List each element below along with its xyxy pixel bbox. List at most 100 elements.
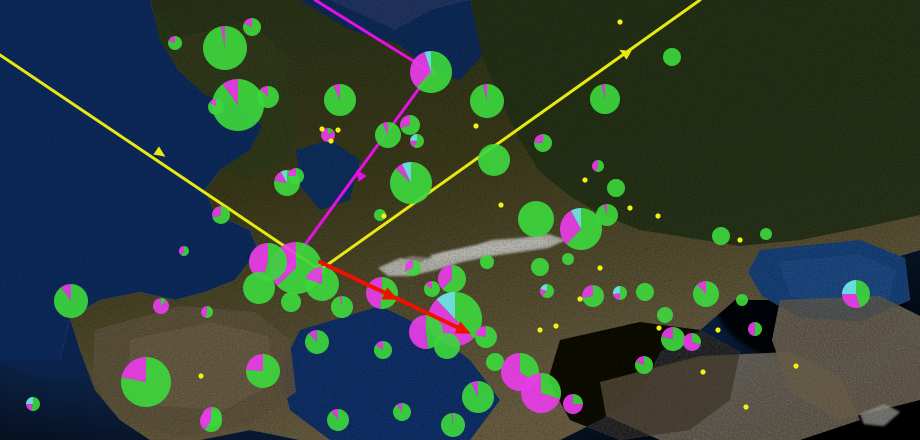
point-marker[interactable] — [381, 213, 387, 219]
point-marker[interactable] — [737, 237, 743, 243]
pie-marker[interactable] — [520, 373, 561, 413]
pie-marker[interactable] — [323, 84, 356, 116]
point-marker[interactable] — [793, 363, 799, 369]
pie-marker[interactable] — [592, 160, 604, 173]
pie-slice — [249, 243, 268, 281]
pie-marker[interactable] — [178, 246, 189, 256]
pie-marker[interactable] — [410, 134, 424, 148]
pie-marker[interactable] — [518, 201, 554, 237]
pie-marker[interactable] — [249, 243, 287, 281]
pie-marker[interactable] — [405, 260, 421, 276]
point-marker[interactable] — [328, 138, 334, 144]
pie-marker[interactable] — [256, 86, 279, 108]
pie-marker[interactable] — [596, 204, 619, 227]
pie-marker[interactable] — [202, 26, 247, 70]
pie-marker[interactable] — [153, 298, 169, 314]
pie-slice — [613, 286, 620, 295]
point-marker[interactable] — [577, 296, 583, 302]
flow-line-red-route[interactable] — [318, 260, 474, 340]
pie-marker[interactable] — [607, 179, 625, 197]
pie-slice — [570, 208, 581, 229]
pie-marker[interactable] — [712, 227, 730, 245]
pie-marker[interactable] — [590, 84, 620, 114]
pie-marker[interactable] — [327, 409, 349, 432]
pie-marker[interactable] — [613, 286, 627, 300]
pie-marker[interactable] — [121, 357, 171, 407]
pie-marker[interactable] — [540, 284, 554, 298]
pie-slice — [442, 265, 467, 293]
pie-marker[interactable] — [304, 267, 340, 301]
pie-marker[interactable] — [636, 283, 654, 301]
pie-marker[interactable] — [212, 206, 231, 224]
pie-marker[interactable] — [748, 322, 763, 336]
pie-marker[interactable] — [663, 48, 681, 66]
pie-marker[interactable] — [305, 330, 330, 354]
pie-marker[interactable] — [288, 168, 304, 184]
pie-marker[interactable] — [563, 394, 583, 414]
point-marker[interactable] — [700, 369, 706, 375]
pie-marker[interactable] — [424, 281, 440, 297]
pie-marker[interactable] — [470, 84, 504, 119]
pie-marker[interactable] — [434, 333, 460, 359]
point-marker[interactable] — [597, 265, 603, 271]
pie-marker[interactable] — [581, 285, 604, 307]
pie-marker[interactable] — [168, 36, 182, 51]
pie-marker[interactable] — [760, 228, 772, 240]
pie-marker[interactable] — [657, 307, 673, 323]
pie-marker[interactable] — [374, 341, 392, 359]
pie-marker[interactable] — [200, 306, 213, 318]
pie-marker[interactable] — [682, 333, 701, 351]
pie-marker[interactable] — [331, 295, 354, 318]
pie-marker[interactable] — [26, 397, 40, 411]
point-marker[interactable] — [656, 325, 662, 331]
pie-marker[interactable] — [243, 18, 261, 37]
pie-marker[interactable] — [478, 144, 510, 176]
point-marker[interactable] — [537, 327, 543, 333]
pie-slice — [455, 292, 483, 339]
pie-marker[interactable] — [531, 258, 549, 276]
pie-marker[interactable] — [409, 51, 453, 93]
pie-marker[interactable] — [400, 115, 421, 135]
point-marker[interactable] — [627, 205, 633, 211]
pie-marker[interactable] — [661, 327, 686, 352]
pie-marker[interactable] — [212, 79, 264, 131]
pie-marker[interactable] — [281, 292, 301, 312]
pie-marker[interactable] — [200, 410, 222, 433]
point-marker[interactable] — [319, 126, 325, 132]
point-marker[interactable] — [553, 323, 559, 329]
pie-marker[interactable] — [693, 281, 719, 307]
pie-marker[interactable] — [393, 403, 412, 421]
point-marker[interactable] — [743, 404, 749, 410]
pie-marker[interactable] — [475, 326, 498, 349]
point-marker[interactable] — [335, 127, 341, 133]
pie-slice — [153, 298, 169, 314]
point-marker[interactable] — [582, 177, 588, 183]
pie-marker[interactable] — [440, 413, 465, 437]
point-marker[interactable] — [715, 327, 721, 333]
point-marker[interactable] — [198, 373, 204, 379]
pie-marker[interactable] — [736, 294, 748, 306]
pie-marker[interactable] — [635, 356, 654, 374]
pie-marker[interactable] — [461, 381, 494, 413]
pie-marker[interactable] — [842, 280, 871, 309]
pie-marker[interactable] — [243, 272, 275, 304]
point-marker[interactable] — [655, 213, 661, 219]
point-marker[interactable] — [617, 19, 623, 25]
pie-marker[interactable] — [562, 253, 574, 265]
pie-marker[interactable] — [486, 353, 504, 371]
pie-slice — [596, 204, 619, 227]
pie-marker[interactable] — [480, 255, 494, 269]
pie-marker[interactable] — [208, 99, 224, 115]
pie-marker[interactable] — [533, 134, 552, 152]
pie-marker[interactable] — [390, 162, 432, 204]
pie-marker[interactable] — [438, 265, 467, 293]
pie-slice — [410, 140, 417, 148]
pie-marker[interactable] — [374, 122, 402, 149]
pie-marker[interactable] — [246, 353, 280, 388]
pie-marker[interactable] — [560, 208, 602, 251]
point-marker[interactable] — [498, 202, 504, 208]
pie-marker[interactable] — [54, 284, 88, 319]
point-marker[interactable] — [473, 123, 479, 129]
